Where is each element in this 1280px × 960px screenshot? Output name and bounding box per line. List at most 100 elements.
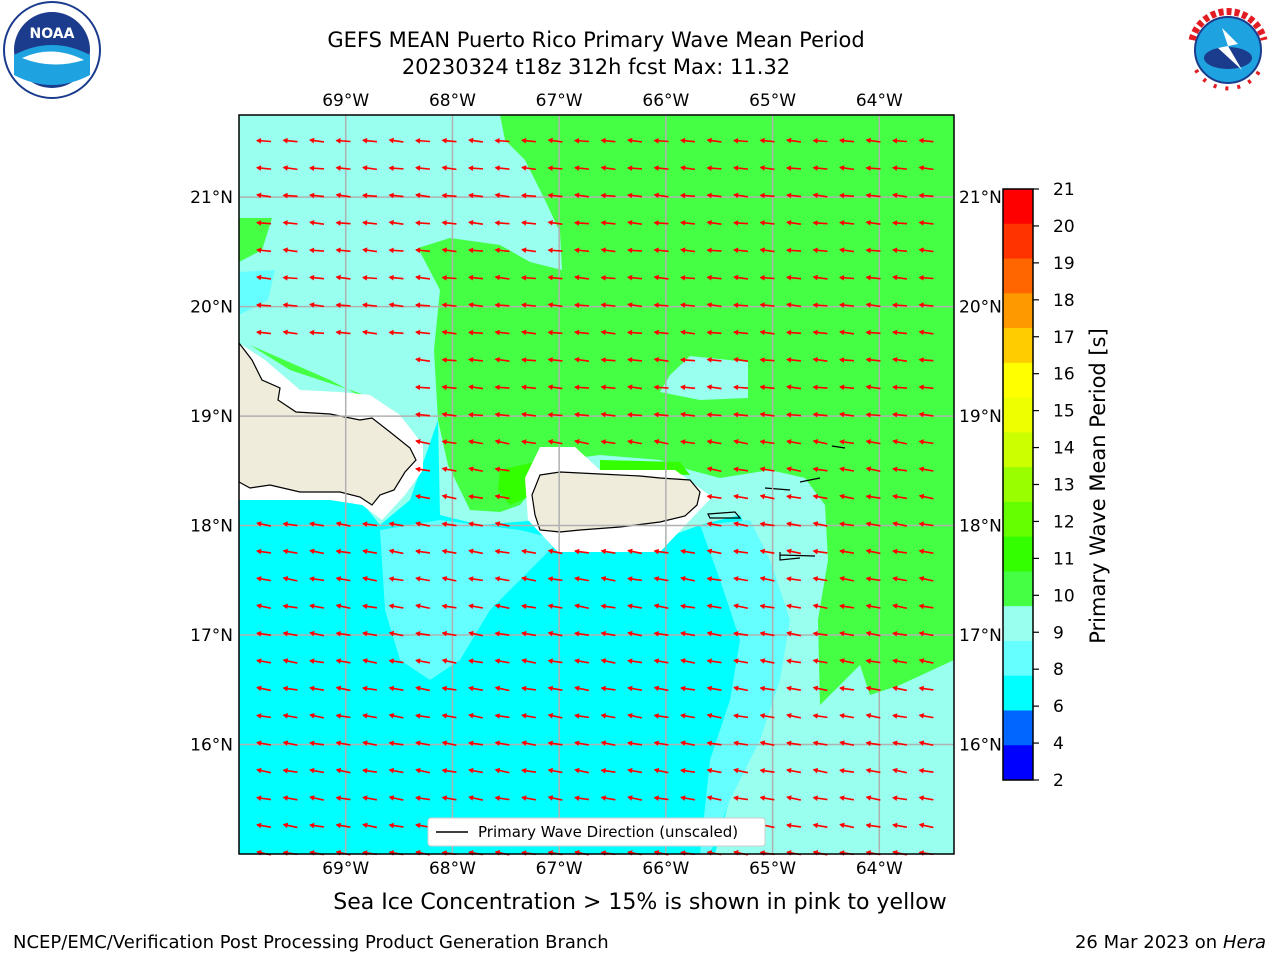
wave-arrow [415, 329, 431, 336]
wave-arrow [812, 521, 828, 527]
wave-arrow [547, 247, 563, 254]
wave-arrow [441, 329, 457, 336]
wave-arrow [733, 165, 749, 171]
wave-arrow [733, 548, 749, 555]
wave-arrow [733, 576, 749, 582]
wave-arrow [468, 795, 484, 801]
wave-arrow [892, 411, 908, 418]
wave-arrow [362, 685, 378, 692]
wave-arrow [574, 192, 590, 199]
wave-arrow [494, 247, 510, 254]
wave-arrow [653, 658, 669, 664]
wave-arrow [680, 192, 696, 199]
wave-arrow [653, 411, 669, 418]
wave-arrow [812, 466, 828, 473]
wave-arrow [706, 548, 722, 555]
wave-arrow [812, 548, 828, 555]
wave-arrow [892, 713, 908, 719]
wave-arrow [335, 302, 351, 308]
wave-arrow [388, 165, 404, 171]
wave-arrow [653, 740, 669, 747]
wave-arrow [865, 795, 881, 801]
wave-arrow [574, 631, 590, 637]
wave-arrow [627, 192, 643, 199]
lon-tick-label-top: 64°W [856, 91, 903, 111]
wave-arrow [627, 740, 643, 747]
wave-arrow [786, 357, 802, 363]
wave-arrow [627, 439, 643, 445]
wave-arrow [468, 274, 484, 281]
wave-arrow [441, 603, 457, 610]
wave-arrow [600, 411, 616, 418]
wave-arrow [733, 411, 749, 418]
wave-arrow [839, 439, 855, 445]
footer-branch: NCEP/EMC/Verification Post Processing Pr… [13, 932, 609, 953]
lon-tick-label-bottom: 69°W [322, 859, 369, 879]
wave-arrow [759, 795, 775, 801]
wave-arrow [256, 767, 272, 774]
wave-arrow [865, 329, 881, 336]
wave-arrow [839, 630, 855, 637]
wave-arrow [733, 493, 749, 500]
wave-arrow [812, 631, 828, 637]
wave-arrow [388, 795, 404, 801]
nws-logo [1180, 2, 1276, 98]
wave-arrow [388, 137, 404, 144]
wave-arrow [335, 137, 351, 144]
map-gridlines [239, 115, 954, 854]
wave-arrow [733, 521, 749, 527]
wave-arrow [600, 795, 616, 801]
colorbar-tick-label: 10 [1053, 586, 1075, 606]
colorbar-swatch [1003, 745, 1033, 781]
wave-arrow [839, 137, 855, 144]
wave-arrow [468, 713, 484, 719]
wave-arrow [918, 192, 934, 199]
wave-arrow [494, 329, 510, 336]
lat-tick-label-left: 17°N [190, 626, 233, 646]
wave-arrow [865, 466, 881, 473]
wave-arrow [521, 548, 537, 555]
wave-arrow [733, 302, 749, 308]
wave-arrow [892, 658, 908, 664]
wave-arrow [309, 302, 325, 308]
wave-arrow [759, 220, 775, 226]
wave-arrow [282, 685, 298, 692]
wave-arrow [494, 548, 510, 555]
wave-arrow [388, 658, 404, 664]
wave-arrow [680, 274, 696, 281]
wave-arrow [733, 357, 749, 363]
wave-arrow [865, 494, 881, 500]
lon-tick-label-top: 69°W [322, 91, 369, 111]
wave-arrow [600, 274, 616, 281]
wave-arrow [786, 302, 802, 308]
wave-arrow [918, 658, 934, 664]
wave-arrow [733, 466, 749, 473]
wave-arrow [706, 247, 722, 254]
wave-arrow [256, 822, 272, 829]
wave-arrow [362, 768, 378, 774]
wave-arrow [494, 740, 510, 747]
wave-arrow [812, 822, 828, 829]
wave-arrow [415, 220, 431, 226]
wave-arrow [706, 576, 722, 582]
wave-arrow [839, 302, 855, 308]
wave-arrow [282, 768, 298, 774]
wave-arrow [918, 740, 934, 747]
wave-arrow [521, 411, 537, 418]
wave-arrow [680, 302, 696, 308]
colorbar-tick-label: 4 [1053, 734, 1064, 754]
lat-tick-label-left: 16°N [190, 736, 233, 756]
wave-arrow [282, 795, 298, 801]
lon-tick-label-top: 65°W [749, 91, 796, 111]
wave-arrow [468, 137, 484, 144]
lat-tick-label-right: 21°N [959, 188, 1002, 208]
wave-arrow [388, 822, 404, 829]
wave-arrow [706, 685, 722, 692]
wave-arrow [309, 713, 325, 719]
wave-arrow [282, 220, 298, 226]
wave-arrow [786, 274, 802, 281]
wave-arrow [521, 740, 537, 747]
wave-arrow [415, 521, 431, 527]
wave-arrow [759, 768, 775, 774]
wave-arrow [918, 548, 934, 555]
